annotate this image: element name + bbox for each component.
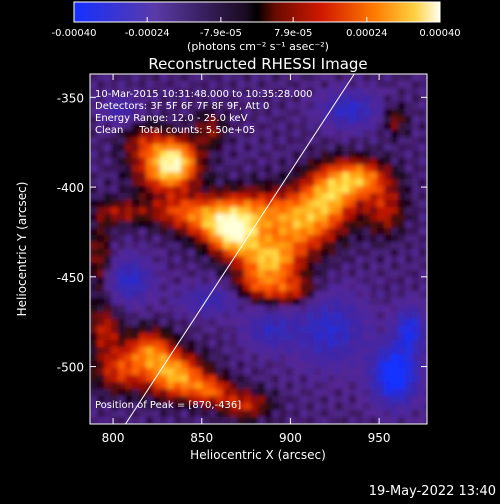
colorbar-units: (photons cm⁻² s⁻¹ asec⁻²) [187, 40, 329, 53]
colorbar-ticks: -0.00040 -0.00024 -7.9e-05 7.9e-05 0.00024 0.… [52, 17, 461, 39]
annotations: 10-Mar-2015 10:31:48.000 to 10:35:28.000… [95, 89, 313, 411]
solar-limb-line [125, 74, 355, 424]
colorbar-tick-label: 7.9e-05 [274, 28, 312, 39]
colorbar-tick-label: -7.9e-05 [200, 28, 242, 39]
x-axis-label: Heliocentric X (arcsec) [190, 448, 326, 462]
y-tick-label: -500 [57, 361, 84, 375]
x-tick-label: 900 [279, 431, 302, 445]
colorbar-tick-label: -0.00040 [52, 28, 97, 39]
x-tick-label: 800 [102, 431, 125, 445]
annotation-clean: Clean Total counts: 5.50e+05 [95, 125, 255, 136]
footer-timestamp: 19-May-2022 13:40 [369, 484, 496, 499]
x-tick-label: 950 [368, 431, 391, 445]
plot-title: Reconstructed RHESSI Image [148, 55, 367, 73]
colorbar-tick-label: 0.00040 [419, 28, 460, 39]
colorbar: -0.00040 -0.00024 -7.9e-05 7.9e-05 0.00024 0.… [52, 1, 461, 53]
annotation-detectors: Detectors: 3F 5F 6F 7F 8F 9F, Att 0 [95, 101, 269, 112]
y-tick-label: -400 [57, 181, 84, 195]
annotation-time: 10-Mar-2015 10:31:48.000 to 10:35:28.000 [95, 89, 313, 100]
x-axis-ticks: 800 850 900 950 [102, 74, 391, 445]
y-axis-label: Heliocentric Y (arcsec) [15, 182, 29, 317]
plot-frame [89, 73, 428, 425]
colorbar-tick-label: 0.00024 [346, 28, 387, 39]
x-tick-label: 850 [190, 431, 213, 445]
heatmap [90, 74, 427, 424]
annotation-peak: Position of Peak = [870,-436] [95, 400, 241, 411]
colorbar-tick-label: -0.00024 [125, 28, 170, 39]
y-axis-ticks: -350 -400 -450 -500 [57, 91, 427, 375]
rhessi-image [90, 74, 427, 424]
annotation-energy: Energy Range: 12.0 - 25.0 keV [95, 113, 248, 124]
colorbar-gradient [73, 1, 441, 23]
y-tick-label: -350 [57, 91, 84, 105]
y-tick-label: -450 [57, 271, 84, 285]
